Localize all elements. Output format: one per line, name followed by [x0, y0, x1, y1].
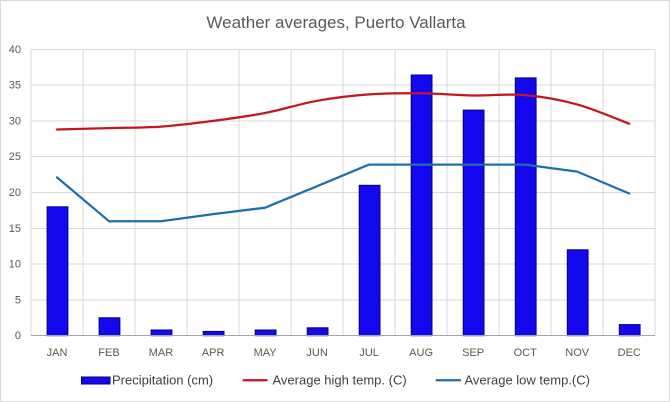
svg-text:Average low temp.(C): Average low temp.(C): [465, 373, 590, 388]
svg-text:35: 35: [9, 80, 21, 92]
svg-text:APR: APR: [202, 347, 225, 359]
svg-text:FEB: FEB: [98, 347, 119, 359]
svg-text:Average high temp. (C): Average high temp. (C): [273, 373, 407, 388]
svg-text:MAY: MAY: [254, 347, 278, 359]
svg-text:Weather averages, Puerto Valla: Weather averages, Puerto Vallarta: [206, 13, 466, 32]
svg-text:Precipitation (cm): Precipitation (cm): [112, 373, 213, 388]
svg-text:NOV: NOV: [565, 347, 590, 359]
svg-text:JUL: JUL: [359, 347, 379, 359]
svg-text:0: 0: [15, 330, 21, 342]
svg-text:30: 30: [9, 115, 21, 127]
svg-text:MAR: MAR: [149, 347, 174, 359]
svg-text:5: 5: [15, 294, 21, 306]
svg-text:40: 40: [9, 44, 21, 56]
svg-text:AUG: AUG: [409, 347, 433, 359]
svg-text:20: 20: [9, 187, 21, 199]
svg-text:JUN: JUN: [306, 347, 327, 359]
svg-text:25: 25: [9, 151, 21, 163]
svg-text:10: 10: [9, 259, 21, 271]
svg-text:OCT: OCT: [514, 347, 538, 359]
svg-text:SEP: SEP: [462, 347, 484, 359]
svg-text:15: 15: [9, 223, 21, 235]
svg-text:DEC: DEC: [618, 347, 641, 359]
svg-text:JAN: JAN: [47, 347, 68, 359]
